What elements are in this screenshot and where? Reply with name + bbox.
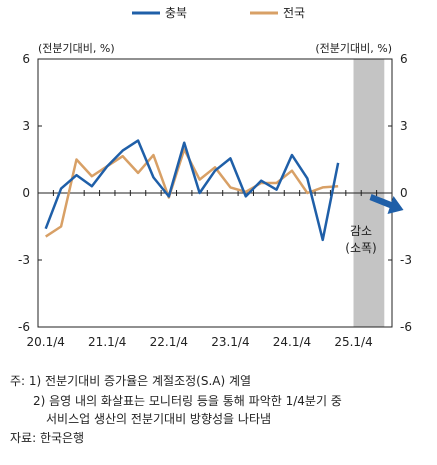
y-tick-label-right: 3 [400,119,408,133]
y-tick-label-left: 0 [22,186,30,200]
y-tick-label-right: 0 [400,186,408,200]
note-line-1: 주: 1) 전분기대비 증가율은 계절조정(S.A) 계열 [10,374,252,388]
y-tick-label-right: -3 [400,253,412,267]
left-unit-label: (전분기대비, %) [38,42,115,55]
y-tick-label-left: -3 [18,253,30,267]
x-tick-label: 22.1/4 [150,335,188,349]
x-axis: 20.1/4 21.1/4 22.1/4 23.1/4 24.1/4 25.1/4 [26,335,372,349]
y-axis-left: 6 3 0 -3 -6 [18,52,30,334]
x-tick-label: 24.1/4 [273,335,311,349]
note-line-3: 서비스업 생산의 전분기대비 방향성을 나타냄 [46,412,272,426]
annotation-line1: 감소 [350,224,372,238]
note-line-2: 2) 음영 내의 화살표는 모니터링 등을 통해 파악한 1/4분기 중 [33,394,342,408]
x-tick-label: 25.1/4 [334,335,372,349]
annotation-line2: (소폭) [345,241,376,255]
axis-ticks [37,58,393,328]
direction-annotation: 감소 (소폭) [345,194,404,255]
right-unit-label: (전분기대비, %) [315,42,392,55]
y-tick-label-left: 3 [22,119,30,133]
down-arrow-icon [369,194,404,214]
source-note: 자료: 한국은행 [10,431,85,445]
legend: 충북 전국 [132,6,305,20]
y-axis-right: 6 3 0 -3 -6 [400,52,412,334]
x-tick-label: 21.1/4 [88,335,126,349]
x-tick-label: 23.1/4 [211,335,249,349]
legend-label-national: 전국 [283,6,305,20]
series-line-chungbuk [44,139,340,242]
y-tick-label-right: -6 [400,320,412,334]
y-tick-label-left: -6 [18,320,30,334]
y-tick-label-left: 6 [22,52,30,66]
legend-label-chungbuk: 충북 [165,6,187,20]
y-tick-label-right: 6 [400,52,408,66]
line-chart: 충북 전국 (전분기대비, %) (전분기대비, %) 6 3 0 -3 -6 6 3 0 -… [18,6,412,349]
x-tick-label: 20.1/4 [26,335,64,349]
